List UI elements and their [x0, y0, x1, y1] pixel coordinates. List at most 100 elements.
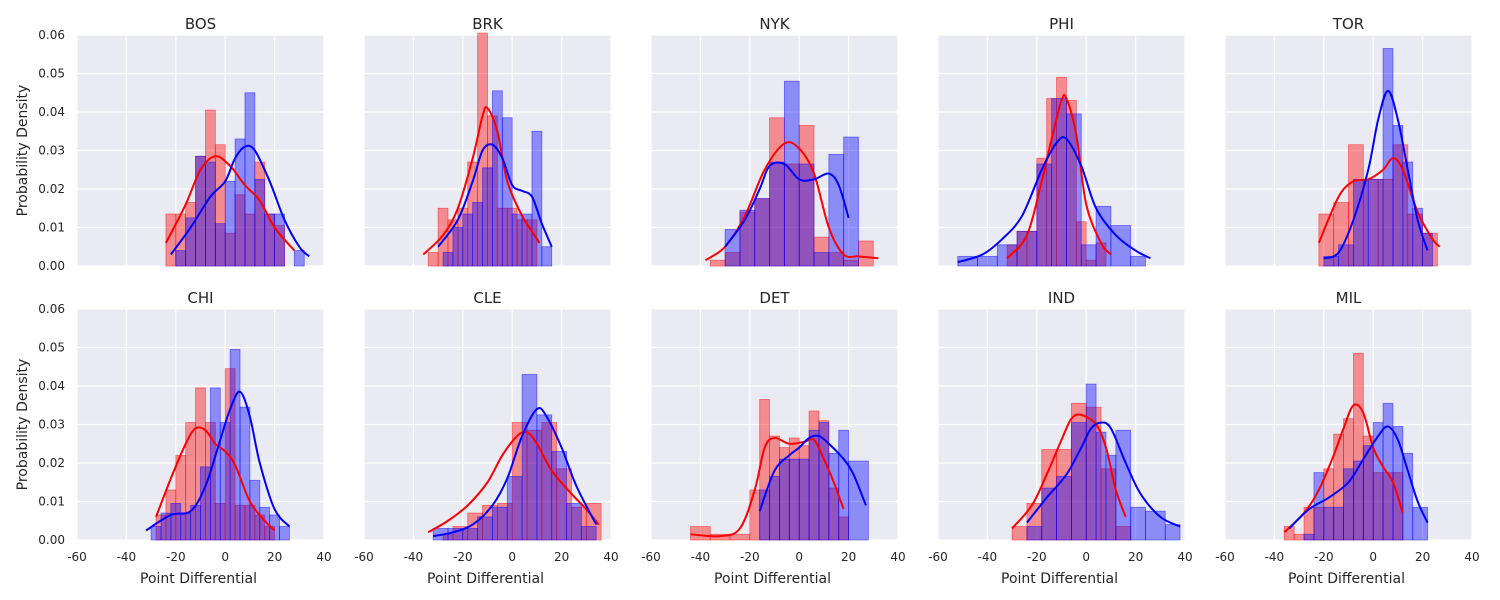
histogram-bar [229, 349, 241, 541]
y-tick-label: 0.01 [38, 495, 65, 509]
kde-line-blue [432, 407, 598, 538]
x-axis-label: Point Differential [714, 571, 831, 587]
histogram-bar [788, 458, 800, 541]
histogram-bar [205, 161, 216, 267]
x-tick-label: -40 [978, 550, 998, 564]
panel-bos: BOS 0.00 0.01 0.02 0.03 0.04 0.05 0.06 Probabili… [15, 15, 325, 273]
histogram-bar [709, 259, 726, 267]
histogram-bar [452, 227, 464, 267]
series-red [1318, 144, 1438, 267]
histogram-bar [769, 161, 785, 267]
x-axis-label: Point Differential [140, 571, 257, 587]
histogram-bar [185, 217, 196, 267]
histogram-bar [1293, 533, 1305, 541]
histogram-bar [492, 506, 508, 541]
y-tick-label: 0.06 [38, 302, 65, 316]
x-axis-label: Point Differential [1288, 571, 1405, 587]
histogram-bar [427, 252, 439, 267]
histogram-bar [293, 250, 305, 267]
histogram-bar [462, 528, 479, 541]
histogram-bar [996, 244, 1018, 267]
histogram-bar [170, 503, 182, 541]
histogram-bar [580, 526, 597, 541]
x-tick-label: 40 [1177, 550, 1192, 564]
histogram-bar [1392, 426, 1404, 541]
x-tick-label: 20 [1128, 550, 1143, 564]
panel-det: DET -60 -40 -20 0 20 40 Point Differential [641, 289, 905, 587]
y-tick-label: 0.03 [38, 418, 65, 432]
series-blue [724, 80, 859, 267]
kde-line-blue [758, 434, 867, 512]
histogram-bar [1130, 506, 1146, 541]
y-tick-label: 0.00 [38, 259, 65, 273]
x-tick-label: -20 [453, 550, 473, 564]
histogram-bar [1095, 431, 1107, 541]
y-tick-label: 0.05 [38, 341, 65, 355]
histogram-bar [1412, 506, 1428, 541]
x-tick-label: -40 [1265, 550, 1285, 564]
x-tick-label: -20 [1314, 550, 1334, 564]
histogram-bar [219, 422, 231, 541]
panel-title: IND [1048, 289, 1075, 307]
histogram-bar [1011, 526, 1028, 541]
histogram-bar [209, 387, 221, 541]
panel-nyk: NYK [650, 15, 899, 267]
kde-line-red [704, 141, 879, 262]
histogram-bar [521, 374, 538, 541]
panel-ind: IND -60 -40 -20 0 20 40 Point Differential [928, 289, 1192, 587]
y-axis-label: Probability Density [15, 85, 31, 217]
x-tick-label: -20 [166, 550, 186, 564]
histogram-bar [1115, 429, 1132, 541]
histogram-bar [1392, 125, 1404, 267]
x-tick-label: -40 [691, 550, 711, 564]
histogram-bar [1066, 113, 1082, 267]
panel-title: BRK [472, 15, 504, 33]
series-red [442, 422, 602, 541]
histogram-bar [798, 458, 810, 541]
histogram-bar [234, 138, 246, 267]
series-blue [1026, 383, 1181, 541]
x-tick-label: -60 [1215, 550, 1235, 564]
histogram-bar [1080, 244, 1097, 267]
x-axis-label: Point Differential [1001, 571, 1118, 587]
x-tick-label: 40 [890, 550, 905, 564]
panel-title: TOR [1332, 15, 1364, 33]
histogram-bar [783, 80, 800, 267]
y-tick-label: 0.00 [38, 533, 65, 547]
histogram-bar [1085, 383, 1097, 541]
kde-line-red [1006, 93, 1112, 259]
histogram-bar [843, 136, 859, 267]
kde-line-blue [724, 161, 850, 248]
kde-line-red [427, 430, 600, 534]
histogram-bar [511, 213, 523, 267]
x-tick-label: 40 [316, 550, 331, 564]
histogram-bar [279, 526, 290, 541]
series-red [709, 117, 874, 267]
panel-title: MIL [1336, 289, 1362, 307]
histogram-bar [175, 250, 187, 267]
series-blue [1303, 402, 1428, 541]
histogram-bar [1333, 506, 1344, 541]
histogram-bar [1323, 506, 1335, 541]
kde-line-red [165, 155, 296, 252]
kde-line-blue [170, 144, 310, 258]
histogram-bar [551, 451, 567, 541]
histogram-bar [239, 406, 251, 541]
histogram-bar [1362, 445, 1374, 541]
histogram-bar [180, 512, 192, 541]
histogram-bar [1145, 510, 1166, 541]
y-tick-label: 0.04 [38, 379, 65, 393]
panel-mil: MIL -60 -40 -20 0 20 40 Point Differential [1215, 289, 1479, 587]
x-tick-label: 0 [1369, 550, 1377, 564]
histogram-bar [1402, 161, 1414, 267]
x-tick-label: -20 [740, 550, 760, 564]
histogram-bar [492, 90, 503, 267]
y-tick-label: 0.06 [38, 28, 65, 42]
kde-line-red [690, 436, 845, 538]
histogram-bar [536, 414, 553, 541]
x-tick-label: 0 [221, 550, 229, 564]
histogram-bar [521, 213, 533, 267]
panel-title: CHI [187, 289, 213, 307]
histogram-bar [779, 458, 790, 541]
